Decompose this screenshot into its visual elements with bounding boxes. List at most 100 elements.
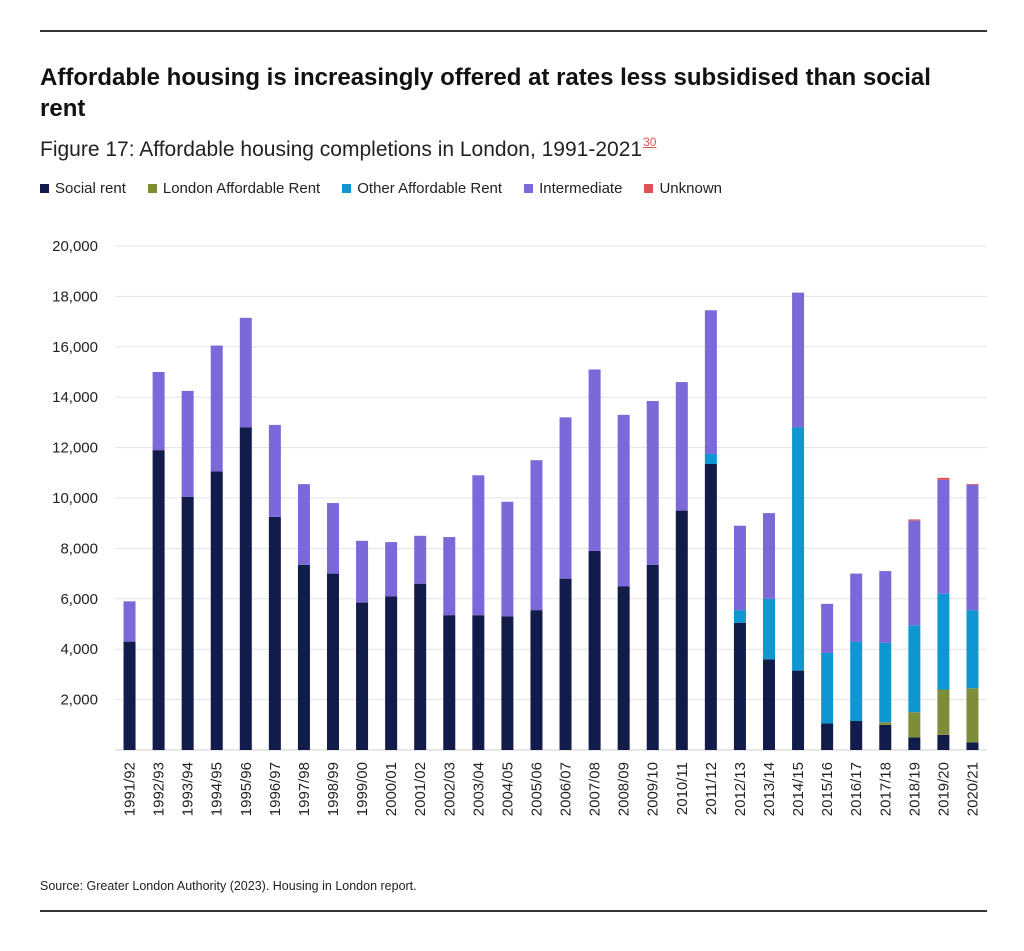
bar-segment-intermediate — [385, 542, 398, 597]
bar-segment-other-affordable-rent — [850, 641, 863, 722]
top-rule — [40, 30, 987, 32]
bar-segment-social-rent — [327, 573, 339, 750]
bar-segment-social-rent — [908, 737, 921, 750]
legend-swatch — [40, 184, 49, 193]
bar-segment-intermediate — [239, 317, 252, 428]
bar-segment-social-rent — [181, 496, 194, 750]
legend-item-social-rent: Social rent — [40, 180, 126, 197]
bar-segment-intermediate — [472, 475, 485, 616]
bar-segment-intermediate — [443, 537, 456, 616]
chart-headline: Affordable housing is increasingly offer… — [40, 64, 931, 122]
x-tick-label: 1994/95 — [209, 762, 226, 816]
stacked-bar-chart: 2,000 4,000 6,000 8,000 10,000 12,000 14,000 16… — [52, 238, 987, 816]
x-tick-label: 2016/17 — [848, 762, 865, 816]
x-tick-label: 2006/07 — [558, 762, 575, 816]
bar-segment-intermediate — [297, 484, 310, 565]
bar-segment-intermediate — [530, 460, 543, 611]
bar-segment-social-rent — [617, 586, 630, 750]
bar-segment-social-rent — [850, 721, 863, 750]
bar-segment-intermediate — [821, 603, 834, 653]
bar-segment-social-rent — [297, 564, 310, 750]
bar-segment-intermediate — [210, 345, 223, 472]
legend: Social rent London Affordable Rent Other A… — [40, 180, 722, 197]
x-tick-label: 2004/05 — [499, 762, 516, 816]
y-tick-label: 20,000 — [52, 238, 98, 255]
figure-caption-text: Figure 17: Affordable housing completion… — [40, 138, 643, 161]
y-tick-label: 6,000 — [60, 591, 98, 608]
x-tick-label: 2009/10 — [645, 762, 662, 816]
y-tick-label: 14,000 — [52, 389, 98, 406]
x-tick-label: 2008/09 — [616, 762, 633, 816]
bar-segment-social-rent — [443, 615, 456, 750]
bar-segment-social-rent — [414, 583, 427, 750]
y-tick-label: 4,000 — [60, 641, 98, 658]
bar-segment-social-rent — [792, 670, 805, 750]
bar-segment-other-affordable-rent — [763, 598, 775, 660]
x-tick-label: 2017/18 — [877, 762, 894, 816]
x-tick-label: 1993/94 — [180, 762, 197, 816]
bar-segment-intermediate — [356, 540, 369, 603]
bar-segment-social-rent — [152, 450, 165, 750]
x-tick-label: 2012/13 — [732, 762, 749, 816]
bar-segment-intermediate — [559, 417, 572, 579]
bar-segment-unknown — [908, 519, 921, 521]
bar-segment-other-affordable-rent — [908, 625, 921, 713]
bar-segment-other-affordable-rent — [704, 453, 717, 464]
bar-segment-other-affordable-rent — [792, 427, 805, 671]
x-tick-label: 2018/19 — [906, 762, 923, 816]
x-tick-label: 2003/04 — [470, 762, 487, 816]
bar-segment-social-rent — [646, 564, 659, 750]
x-tick-label: 1995/96 — [238, 762, 255, 816]
y-tick-label: 16,000 — [52, 339, 98, 356]
x-tick-label: 2002/03 — [441, 762, 458, 816]
legend-item-intermediate: Intermediate — [524, 180, 622, 197]
bar-segment-intermediate — [937, 479, 950, 594]
bar-segment-other-affordable-rent — [733, 610, 746, 623]
x-tick-label: 2005/06 — [528, 762, 545, 816]
bar-segment-intermediate — [908, 520, 921, 626]
bar-segment-london-affordable-rent — [937, 689, 950, 735]
legend-swatch — [524, 184, 534, 193]
x-tick-label: 1997/98 — [296, 762, 313, 816]
bar-segment-other-affordable-rent — [879, 642, 892, 723]
bar-segment-social-rent — [704, 463, 717, 750]
x-tick-label: 1992/93 — [151, 762, 168, 816]
bar-segment-intermediate — [501, 501, 514, 617]
bar-segment-intermediate — [704, 310, 717, 454]
bar-segment-london-affordable-rent — [966, 688, 979, 743]
bar-segment-intermediate — [414, 535, 427, 584]
bar-segment-social-rent — [530, 610, 543, 750]
bar-segment-intermediate — [792, 292, 805, 428]
x-tick-label: 2020/21 — [964, 762, 981, 816]
legend-item-unknown: Unknown — [644, 180, 722, 197]
footnote-link[interactable]: 30 — [643, 135, 657, 149]
legend-label: Unknown — [659, 180, 722, 197]
bar-segment-intermediate — [268, 424, 281, 517]
bar-segment-social-rent — [675, 510, 688, 750]
x-tick-label: 2007/08 — [587, 762, 604, 816]
bar-segment-social-rent — [559, 578, 572, 750]
source-note: Source: Greater London Authority (2023).… — [40, 879, 417, 893]
bar-segment-intermediate — [181, 390, 194, 497]
x-tick-label: 2011/12 — [703, 762, 720, 815]
legend-swatch — [644, 184, 654, 193]
bar-segment-social-rent — [123, 641, 136, 750]
x-tick-label: 2000/01 — [383, 762, 400, 816]
y-tick-label: 18,000 — [52, 288, 98, 305]
legend-label: Social rent — [55, 180, 126, 197]
legend-label: London Affordable Rent — [162, 180, 321, 197]
bar-segment-london-affordable-rent — [879, 722, 892, 725]
bar-segment-intermediate — [850, 573, 863, 642]
x-tick-label: 1998/99 — [325, 762, 342, 816]
bar-segment-other-affordable-rent — [937, 593, 950, 690]
bar-segment-unknown — [937, 477, 950, 480]
figure-caption: Figure 17: Affordable housing completion… — [40, 135, 656, 162]
x-tick-label: 2001/02 — [412, 762, 429, 816]
bar-segment-social-rent — [501, 616, 514, 750]
bar-segment-other-affordable-rent — [821, 652, 834, 724]
bar-segment-intermediate — [588, 369, 601, 551]
bar-segment-social-rent — [385, 596, 398, 750]
x-tick-label: 2010/11 — [674, 762, 691, 815]
x-tick-label: 1999/00 — [354, 762, 371, 816]
x-tick-label: 2014/15 — [790, 762, 807, 816]
